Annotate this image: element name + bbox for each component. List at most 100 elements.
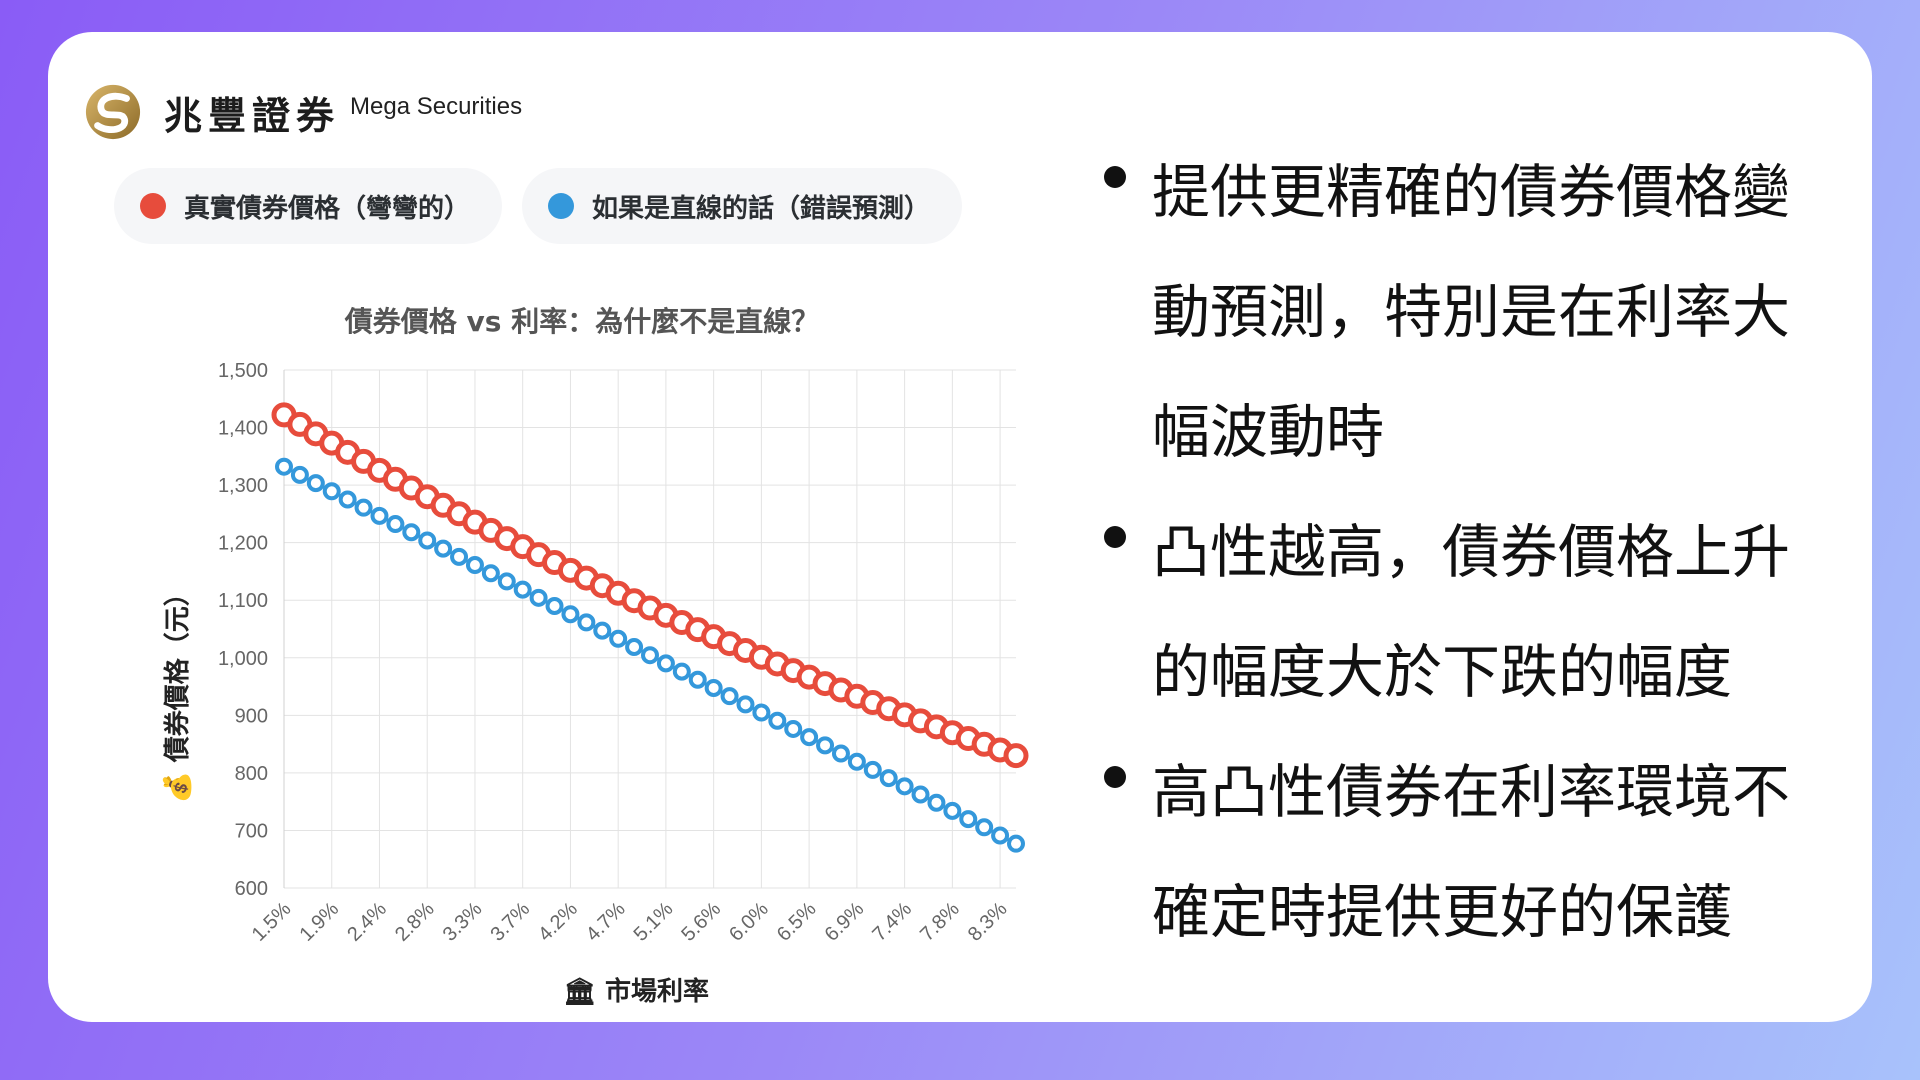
bullet-item: 高凸性債券在利率環境不確定時提供更好的保護 [1086,732,1846,972]
series-linear-point[interactable] [354,498,373,517]
series-linear-point[interactable] [386,515,405,534]
series-linear-point[interactable] [879,769,898,788]
y-tick-label: 900 [235,705,268,727]
series-linear-point[interactable] [911,785,930,804]
series-linear-point[interactable] [816,736,835,755]
series-linear-point[interactable] [991,826,1010,845]
bullet-item: 凸性越高，債券價格上升的幅度大於下跌的幅度 [1086,492,1846,732]
series-linear-point[interactable] [322,482,341,501]
x-tick-label: 4.7% [582,898,630,946]
legend-label-linear: 如果是直線的話（錯誤預測） [592,193,931,224]
x-tick-label: 3.7% [486,898,534,946]
x-tick-label: 5.1% [630,898,678,946]
y-tick-label: 1,100 [218,590,268,612]
x-tick-label: 7.4% [868,898,916,946]
y-axis-label: 💰 債券價格（元） [162,580,193,803]
x-tick-label: 2.4% [343,898,391,946]
mega-logo-icon [85,84,141,140]
series-linear-point[interactable] [895,777,914,796]
x-tick-label: 4.2% [534,898,582,946]
bullet-dot [1104,166,1126,188]
chart-grid [283,369,1016,889]
series-real [271,402,1029,769]
series-linear-point[interactable] [402,523,421,542]
y-tick-label: 1,400 [218,418,268,440]
brand-name-en: Mega Securities [350,93,523,120]
series-linear [275,457,1025,853]
series-linear-point[interactable] [275,457,293,476]
legend-label-real: 真實債券價格（彎彎的） [184,193,471,224]
series-linear-point[interactable] [306,474,325,493]
bullet-dot [1104,526,1126,548]
x-tick-label: 3.3% [439,898,487,946]
x-tick-label: 6.5% [773,898,821,946]
series-linear-point[interactable] [545,597,564,616]
y-tick-label: 600 [235,878,268,900]
legend-item-real[interactable]: 真實債券價格（彎彎的） [114,168,503,244]
series-linear-point[interactable] [370,506,389,525]
x-axis-label: 🏛 市場利率 [563,976,709,1007]
series-linear-point[interactable] [497,572,516,591]
y-tick-label: 1,200 [218,533,268,555]
series-linear-point[interactable] [593,621,612,640]
series-linear-point[interactable] [704,678,723,697]
bullet-dot [1104,766,1126,788]
legend-dot-blue [548,193,575,219]
y-axis-ticks: 1,500 1,400 1,300 1,200 1,100 1,000 900 800 700 6… [218,360,268,900]
y-tick-label: 700 [235,820,268,842]
x-tick-label: 6.0% [725,898,773,946]
series-linear-point[interactable] [768,711,787,730]
key-points: 提供更精確的債券價格變動預測，特別是在利率大幅波動時 凸性越高，債券價格上升的幅… [1086,132,1846,972]
x-tick-label: 2.8% [391,898,439,946]
series-linear-point[interactable] [338,490,357,509]
x-tick-label: 1.9% [295,898,343,946]
bullet-item: 提供更精確的債券價格變動預測，特別是在利率大幅波動時 [1086,132,1846,492]
series-linear-point[interactable] [1007,834,1025,853]
series-linear-point[interactable] [529,588,548,607]
series-linear-point[interactable] [672,662,691,681]
x-axis-ticks: 1.5% 1.9% 2.4% 2.8% 3.3% 3.7% 4.2% 4.7% 5.1% 5.6%… [248,898,1012,946]
series-linear-point[interactable] [656,654,675,673]
series-linear-point[interactable] [641,646,659,665]
series-real-point[interactable] [1003,743,1029,769]
series-linear-point[interactable] [831,744,850,763]
x-tick-label: 7.8% [916,898,964,946]
series-linear-point[interactable] [418,531,437,550]
series-linear-point[interactable] [561,605,580,624]
series-linear-point[interactable] [863,760,882,779]
bullet-text: 提供更精確的債券價格變動預測，特別是在利率大幅波動時 [1152,158,1791,466]
legend-item-linear[interactable]: 如果是直線的話（錯誤預測） [522,168,963,244]
bullet-text: 高凸性債券在利率環境不確定時提供更好的保護 [1152,758,1791,946]
series-linear-point[interactable] [959,810,978,829]
series-linear-point[interactable] [513,580,532,599]
x-tick-label: 8.3% [964,898,1012,946]
series-linear-point[interactable] [290,465,309,484]
series-linear-point[interactable] [465,556,484,575]
series-linear-point[interactable] [434,539,453,558]
series-linear-point[interactable] [975,818,994,837]
chart-title: 債券價格 vs 利率：為什麼不是直線？ [344,305,819,338]
series-linear-point[interactable] [609,629,628,648]
y-tick-label: 800 [235,763,268,785]
series-linear-point[interactable] [927,793,946,812]
legend-dot-red [140,193,166,219]
series-linear-point[interactable] [450,547,469,566]
series-linear-point[interactable] [800,728,819,747]
series-linear-point[interactable] [736,695,755,714]
series-linear-point[interactable] [625,637,644,656]
y-tick-label: 1,300 [218,475,268,497]
y-tick-label: 1,000 [218,648,268,670]
bullet-text: 凸性越高，債券價格上升的幅度大於下跌的幅度 [1152,518,1791,706]
series-linear-point[interactable] [688,670,707,689]
y-tick-label: 1,500 [218,360,268,382]
series-linear-point[interactable] [720,687,739,706]
series-linear-point[interactable] [577,613,596,632]
series-linear-point[interactable] [481,564,500,583]
series-linear-point[interactable] [943,801,962,820]
series-linear-point[interactable] [847,752,866,771]
brand-name-cn: 兆豐證券 [164,93,341,138]
bond-price-chart: 債券價格 vs 利率：為什麼不是直線？ 1,500 1,400 1,300 1,200… [162,305,1029,1007]
series-linear-point[interactable] [784,719,803,738]
series-linear-point[interactable] [752,703,771,722]
x-tick-label: 5.6% [677,898,725,946]
